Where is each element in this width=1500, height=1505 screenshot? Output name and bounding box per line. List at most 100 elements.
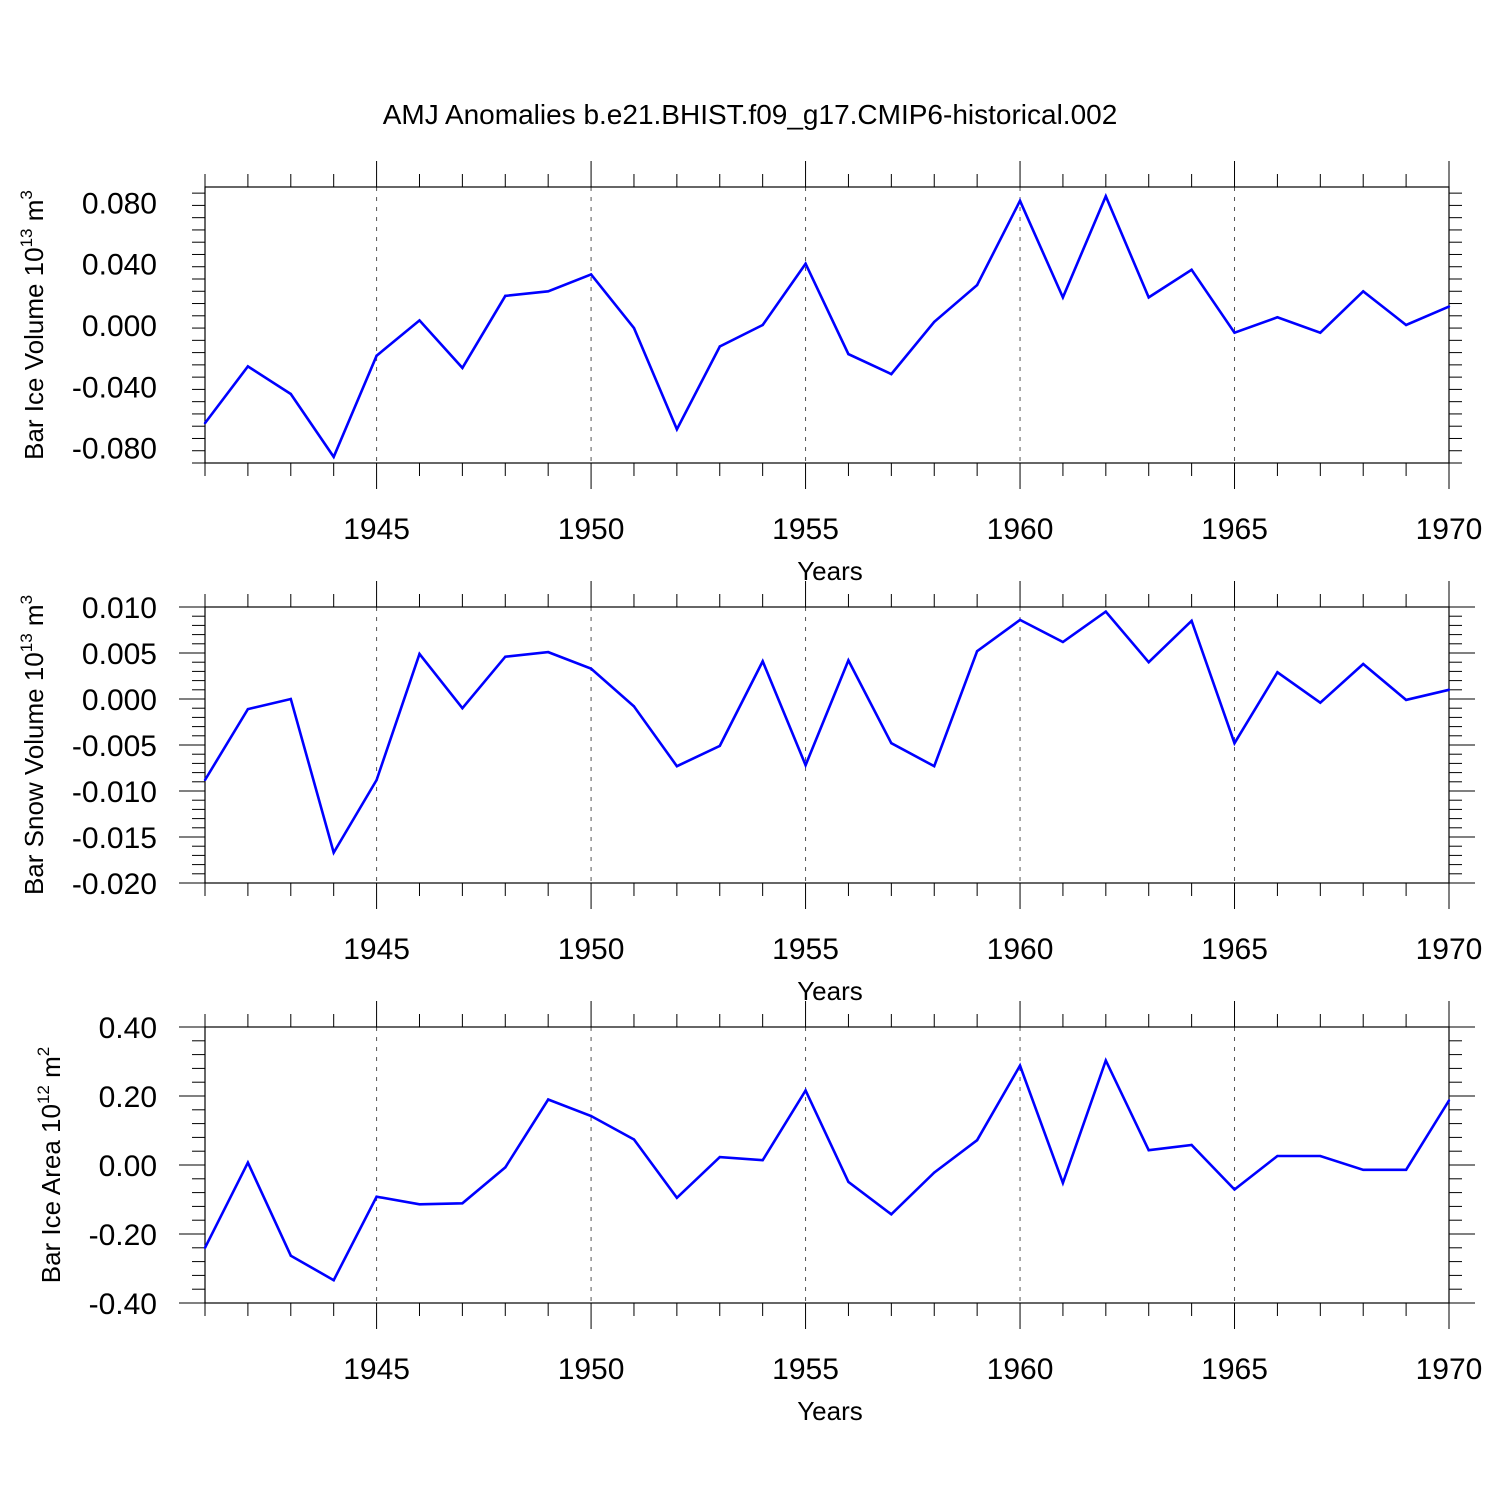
y-tick-label: -0.080 [72, 433, 157, 466]
panel-snow-volume: 1945 1950 1955 1960 1965 1970 Years -0.020 -0.01… [17, 581, 1482, 1006]
x-tick-label: 1970 [1416, 513, 1483, 546]
x-axis-title: Years [797, 976, 863, 1006]
data-point [1319, 701, 1322, 704]
y-axis-title: Bar Ice Volume 1013 m3 [17, 190, 49, 460]
data-point [890, 1213, 893, 1216]
data-point [847, 1180, 850, 1184]
data-point [461, 366, 464, 370]
data-point [1404, 1168, 1408, 1172]
data-point [1447, 1099, 1451, 1102]
data-point [203, 1246, 207, 1250]
y-axis-title: Bar Snow Volume 1013 m3 [17, 595, 49, 895]
data-point [975, 649, 979, 653]
plot-frame [204, 606, 1450, 884]
data-point [589, 667, 593, 670]
data-point [632, 326, 636, 330]
y-axis-title-text: m [19, 200, 49, 229]
x-tick-label: 1950 [558, 513, 625, 546]
x-axis-title: Years [797, 1396, 863, 1426]
plot-frame [204, 186, 1450, 464]
y-axis-title-text: m [36, 1056, 66, 1085]
data-point [933, 1171, 936, 1174]
data-point [246, 1161, 250, 1164]
data-point [890, 372, 893, 376]
y-axis-title-text: Bar Snow Volume 10 [19, 652, 49, 895]
series-line [203, 192, 1450, 460]
data-point [546, 290, 550, 293]
x-tick-label: 1965 [1201, 933, 1268, 966]
data-point [890, 741, 893, 745]
data-point [1319, 331, 1322, 334]
x-tick-label: 1950 [558, 1353, 625, 1386]
data-point [975, 1138, 979, 1142]
x-tick-label: 1970 [1416, 1353, 1483, 1386]
data-point [504, 294, 507, 298]
data-point [1447, 305, 1451, 308]
data-point [675, 1196, 679, 1199]
y-tick-label: 0.000 [82, 310, 157, 343]
data-point [504, 1166, 507, 1169]
data-point [1190, 619, 1193, 622]
data-point [1061, 1181, 1065, 1185]
y-axis-title-exponent: 13 [17, 228, 36, 247]
data-point [589, 273, 593, 276]
data-point [332, 455, 335, 459]
data-point [1276, 316, 1279, 319]
data-point [1147, 1148, 1150, 1152]
x-tick-label: 1955 [772, 1353, 839, 1386]
data-point [761, 1158, 764, 1162]
data-point [761, 323, 764, 327]
data-point [418, 652, 421, 656]
y-tick-label: 0.010 [82, 592, 157, 625]
data-point [504, 655, 507, 658]
data-point [1190, 268, 1193, 271]
panel-ice-area: 1945 1950 1955 1960 1965 1970 Years -0.40 -0.20 0… [34, 1001, 1482, 1426]
x-tick-label: 1970 [1416, 933, 1483, 966]
x-tick-label: 1960 [987, 933, 1054, 966]
data-point [1104, 1059, 1108, 1062]
data-point [1104, 195, 1108, 198]
data-point [1147, 296, 1150, 299]
data-point [847, 352, 850, 356]
y-axis-title-exponent: 12 [34, 1085, 53, 1104]
y-tick-label: -0.010 [72, 776, 157, 809]
data-point [975, 283, 979, 287]
panel-ice-volume: 1945 1950 1955 1960 1965 1970 Years -0.080 -0.04… [17, 161, 1482, 586]
data-point [632, 1138, 636, 1141]
data-point [1233, 331, 1236, 334]
series-line [203, 609, 1450, 856]
y-tick-label: -0.020 [72, 868, 157, 901]
data-point [804, 764, 807, 767]
x-tick-label: 1960 [987, 1353, 1054, 1386]
series-line [203, 1057, 1451, 1283]
data-point [1233, 1188, 1236, 1191]
y-tick-label: 0.000 [82, 684, 157, 717]
data-point [675, 764, 679, 768]
y-axis-title-exponent: 2 [34, 1047, 53, 1056]
data-point [804, 1089, 807, 1092]
y-tick-label: 0.040 [82, 249, 157, 282]
y-tick-label: 0.40 [99, 1012, 157, 1045]
data-point [1190, 1143, 1193, 1147]
data-point [1147, 661, 1150, 664]
data-point [1061, 296, 1065, 299]
data-point [246, 365, 250, 368]
data-point [632, 705, 636, 708]
y-axis-title-exponent: 3 [17, 190, 36, 199]
data-point [1104, 610, 1108, 613]
y-axis-title-text: Bar Ice Area 10 [36, 1104, 66, 1283]
data-point [761, 660, 764, 663]
y-axis-title-exponent: 3 [17, 595, 36, 604]
data-point [589, 1114, 593, 1118]
x-tick-label: 1945 [343, 513, 410, 546]
y-tick-label: -0.015 [72, 822, 157, 855]
data-point [418, 319, 421, 322]
data-point [1018, 618, 1022, 622]
data-point [461, 1202, 464, 1205]
x-tick-label: 1955 [772, 933, 839, 966]
y-axis-title-exponent: 13 [17, 633, 36, 652]
data-point [718, 345, 721, 348]
y-tick-label: -0.005 [72, 730, 157, 763]
data-point [1061, 640, 1065, 644]
